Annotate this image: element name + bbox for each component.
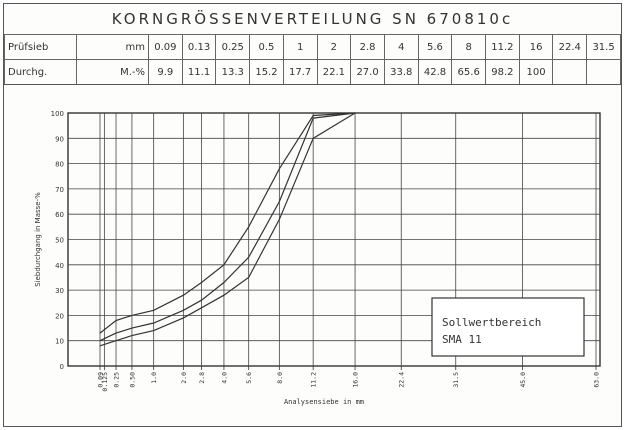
chart-annotation: Sollwertbereich SMA 11: [431, 297, 585, 357]
x-tick-label: 1.0: [150, 372, 158, 384]
x-tick-label: 5.6: [245, 372, 253, 384]
x-tick-label: 8.0: [276, 372, 284, 384]
x-tick-label: 2.8: [198, 372, 206, 384]
x-tick-label: 45.0: [519, 372, 527, 388]
x-tick-label: 0.125: [101, 372, 109, 392]
table-bottom-rule: [4, 84, 621, 85]
x-tick-label: 11.2: [310, 372, 318, 388]
sieve-cell: 16: [518, 34, 554, 60]
x-tick-label: 16.0: [352, 372, 360, 388]
annotation-box: [431, 297, 585, 357]
y-tick-label: 80: [55, 161, 64, 169]
x-tick-label: 0.25: [113, 372, 121, 388]
grading-sheet: KORNGRÖSSENVERTEILUNG SN 670810c Prüfsie…: [3, 3, 622, 427]
series-line-3: [99, 112, 356, 347]
sieve-row: Prüfsieb mm 0.09 0.13 0.25 0.5 1 2 2.8 4…: [4, 34, 621, 60]
y-tick-label: 30: [55, 287, 64, 295]
x-tick-label: 63.0: [593, 372, 601, 388]
x-tick-label: 0.50: [128, 372, 136, 388]
chart-labels: 0 10 20 30 40 50 60 70 80 90 100 0.090.125 0.25 0.50 1…: [34, 110, 601, 406]
sieve-cell: 0.25: [215, 34, 251, 60]
y-tick-label: 70: [55, 186, 64, 194]
x-tick-label: 0.09: [97, 372, 105, 388]
x-axis-title: Analysensiebe in mm: [284, 398, 364, 406]
y-axis-title: Siebdurchgang in Masse-%: [34, 192, 42, 287]
row-label-sieve: Prüfsieb: [4, 34, 77, 60]
y-tick-label: 60: [55, 211, 64, 219]
annotation-line-1: Sollwertbereich: [442, 316, 541, 329]
sieve-cell: 2.8: [350, 34, 385, 60]
y-tick-label: 40: [55, 262, 64, 270]
passing-cell: 15.2: [249, 59, 284, 85]
sieve-cell: 1: [282, 34, 318, 60]
series-line-2: [99, 112, 356, 342]
y-tick-label: 20: [55, 312, 64, 320]
x-tick-label: 4.0: [220, 372, 228, 384]
y-tick-label: 50: [55, 237, 64, 245]
y-tick-label: 0: [60, 363, 64, 371]
x-tick-label: 22.4: [398, 372, 406, 388]
chart-grid: [67, 112, 601, 370]
y-tick-label: 100: [51, 110, 64, 118]
y-tick-label: 10: [55, 338, 64, 346]
series-line-1: [99, 112, 356, 334]
y-tick-label: 90: [55, 135, 64, 143]
chart-series: [99, 112, 356, 347]
passing-cell: 42.8: [417, 59, 453, 85]
sieve-cell: 0.13: [181, 34, 217, 60]
x-tick-label: 2.0: [180, 372, 188, 384]
passing-cell: 9.9: [148, 59, 183, 85]
annotation-line-2: SMA 11: [442, 333, 482, 346]
x-tick-label: 31.5: [452, 372, 460, 388]
row-unit-sieve: mm: [76, 34, 149, 60]
